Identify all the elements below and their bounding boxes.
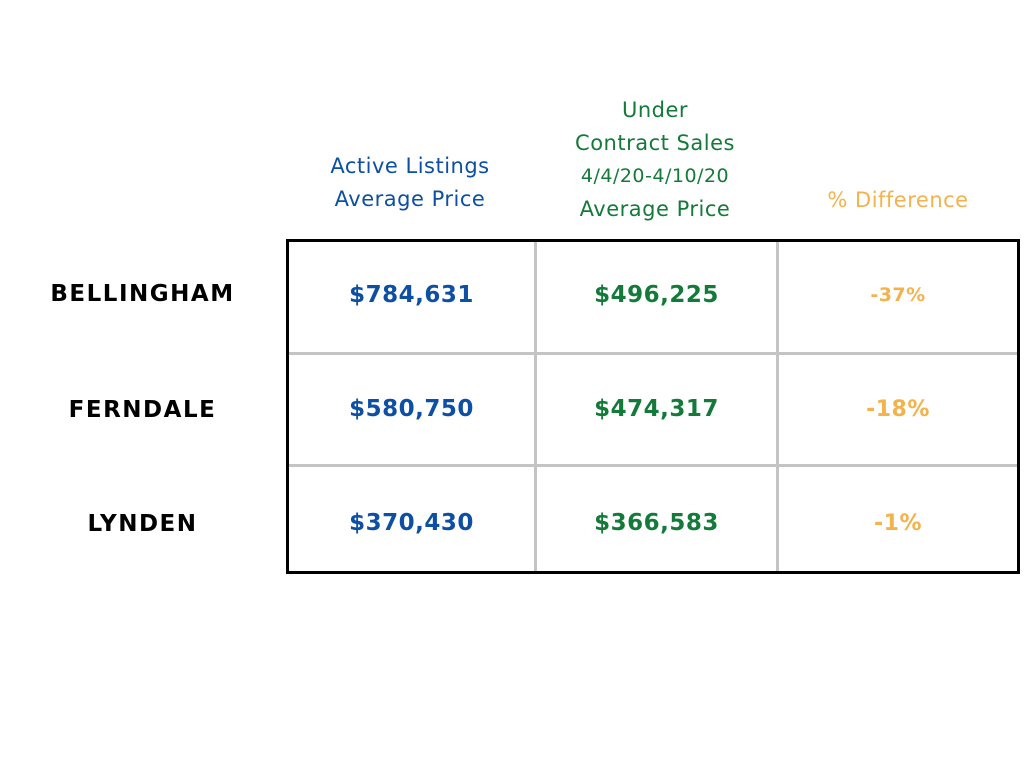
header-active-listings: Active Listings Average Price bbox=[290, 150, 530, 216]
header-under-line-2: Contract Sales bbox=[575, 131, 735, 155]
header-under-date-range: 4/4/20-4/10/20 bbox=[580, 165, 730, 187]
header-active-line-1: Active Listings bbox=[330, 154, 490, 178]
row-label-lynden: LYNDEN bbox=[87, 511, 198, 537]
row-label-bellingham: BELLINGHAM bbox=[50, 281, 235, 307]
row-label-ferndale: FERNDALE bbox=[68, 397, 217, 423]
cell-diff-lynden: -1% bbox=[874, 511, 922, 536]
row-divider-1 bbox=[289, 352, 1017, 355]
header-under-line-4: Average Price bbox=[579, 197, 731, 221]
column-divider-1 bbox=[534, 242, 537, 571]
header-percent-difference: % Difference bbox=[827, 188, 969, 212]
header-active-line-2: Average Price bbox=[334, 187, 486, 211]
row-divider-2 bbox=[289, 464, 1017, 467]
price-table: $784,631 $496,225 -37% $580,750 $474,317… bbox=[286, 239, 1020, 574]
header-under-line-1: Under bbox=[621, 98, 689, 122]
column-divider-2 bbox=[776, 242, 779, 571]
header-under-contract: Under Contract Sales 4/4/20-4/10/20 Aver… bbox=[535, 94, 775, 226]
cell-under-lynden: $366,583 bbox=[594, 510, 719, 536]
cell-under-bellingham: $496,225 bbox=[594, 282, 719, 308]
cell-under-ferndale: $474,317 bbox=[594, 396, 719, 422]
cell-active-lynden: $370,430 bbox=[349, 510, 474, 536]
cell-diff-ferndale: -18% bbox=[866, 397, 930, 422]
cell-active-ferndale: $580,750 bbox=[349, 396, 474, 422]
cell-active-bellingham: $784,631 bbox=[349, 282, 474, 308]
cell-diff-bellingham: -37% bbox=[870, 284, 926, 306]
